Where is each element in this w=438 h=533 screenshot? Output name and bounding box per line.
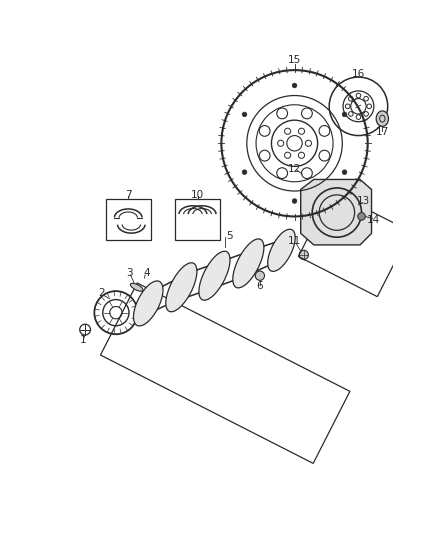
Polygon shape bbox=[301, 180, 371, 245]
Text: 5: 5 bbox=[226, 231, 233, 241]
Text: 3: 3 bbox=[126, 268, 132, 278]
Text: 16: 16 bbox=[352, 69, 365, 79]
Text: 6: 6 bbox=[257, 281, 263, 292]
Circle shape bbox=[342, 170, 347, 174]
Circle shape bbox=[242, 112, 247, 117]
Circle shape bbox=[292, 83, 297, 88]
Ellipse shape bbox=[233, 239, 264, 288]
Ellipse shape bbox=[134, 281, 163, 326]
Text: 7: 7 bbox=[125, 190, 131, 200]
Text: 2: 2 bbox=[99, 288, 106, 298]
Circle shape bbox=[292, 199, 297, 203]
Text: 10: 10 bbox=[191, 190, 204, 200]
Text: 15: 15 bbox=[288, 55, 301, 65]
Ellipse shape bbox=[199, 251, 230, 300]
Circle shape bbox=[342, 112, 347, 117]
Ellipse shape bbox=[376, 111, 389, 126]
Circle shape bbox=[299, 251, 308, 260]
Text: 13: 13 bbox=[357, 196, 371, 206]
Ellipse shape bbox=[166, 263, 197, 312]
Circle shape bbox=[255, 271, 265, 280]
Text: 1: 1 bbox=[80, 335, 87, 345]
Ellipse shape bbox=[268, 229, 295, 271]
Text: 11: 11 bbox=[288, 236, 301, 246]
Text: 12: 12 bbox=[288, 164, 301, 174]
Text: 4: 4 bbox=[143, 268, 150, 278]
Text: 17: 17 bbox=[376, 127, 389, 138]
Text: 14: 14 bbox=[367, 215, 381, 225]
Circle shape bbox=[358, 213, 365, 220]
Ellipse shape bbox=[131, 284, 143, 291]
Circle shape bbox=[242, 170, 247, 174]
